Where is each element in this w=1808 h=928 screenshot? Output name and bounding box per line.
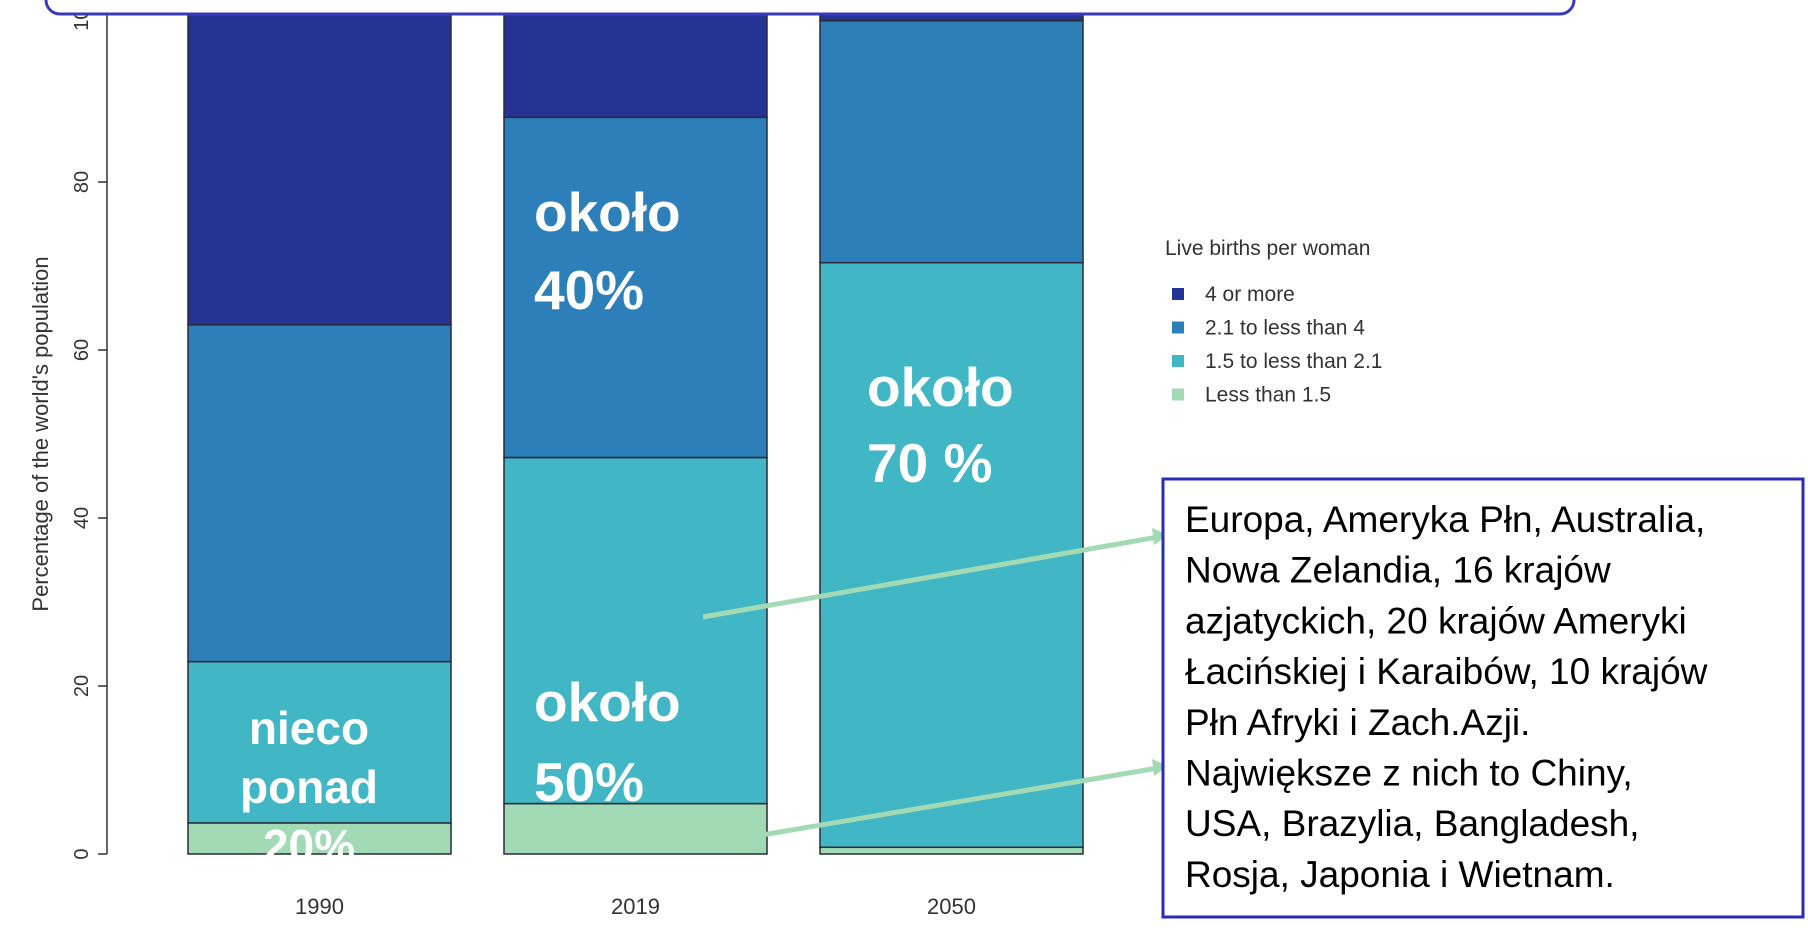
annotation: około bbox=[534, 671, 681, 733]
y-axis-label: Percentage of the world's population bbox=[28, 256, 53, 611]
arrow-head bbox=[1152, 759, 1168, 776]
x-tick-label: 1990 bbox=[295, 894, 344, 919]
arrow-head bbox=[1152, 528, 1168, 545]
legend-swatch bbox=[1172, 288, 1184, 300]
legend-label: 1.5 to less than 2.1 bbox=[1205, 350, 1382, 373]
annotation: nieco bbox=[249, 702, 369, 754]
y-tick-label: 40 bbox=[71, 507, 93, 529]
legend-label: Less than 1.5 bbox=[1205, 384, 1331, 407]
legend-swatch bbox=[1172, 388, 1184, 401]
legend-label: 4 or more bbox=[1205, 283, 1295, 306]
bar-segment bbox=[187, 660, 452, 824]
note-text: Europa, Ameryka Płn, Australia, bbox=[1185, 499, 1705, 540]
arrow bbox=[702, 765, 1159, 848]
bar-segment bbox=[503, 116, 768, 459]
annotation: ponad bbox=[240, 761, 378, 813]
bar-segment bbox=[503, 13, 768, 119]
y-tick-label: 60 bbox=[71, 339, 93, 361]
legend-label: 2.1 to less than 4 bbox=[1205, 317, 1365, 340]
note-text: Rosja, Japonia i Wietnam. bbox=[1185, 854, 1615, 895]
y-tick-label: 20 bbox=[71, 675, 93, 697]
annotation: 50% bbox=[534, 751, 644, 813]
y-tick-label: 0 bbox=[71, 848, 93, 859]
annotation: 40% bbox=[534, 259, 644, 321]
legend-title: Live births per woman bbox=[1165, 237, 1370, 260]
x-tick-label: 2050 bbox=[927, 894, 976, 919]
note-text: Nowa Zelandia, 16 krajów bbox=[1185, 550, 1611, 591]
annotation: 20% bbox=[263, 820, 355, 872]
note-text: Łacińskiej i Karaibów, 10 krajów bbox=[1185, 651, 1708, 692]
note-box bbox=[1161, 477, 1805, 919]
bar-segment bbox=[187, 324, 452, 663]
bar-segment bbox=[819, 846, 1084, 855]
bar-segment bbox=[819, 19, 1084, 264]
annotation: około bbox=[534, 181, 681, 243]
legend-swatch bbox=[1172, 355, 1184, 367]
bar-segment bbox=[187, 13, 452, 326]
bar-segment bbox=[819, 261, 1084, 849]
note-text: USA, Brazylia, Bangladesh, bbox=[1185, 803, 1640, 844]
note-text: Płn Afryki i Zach.Azji. bbox=[1185, 702, 1530, 743]
arrow bbox=[702, 534, 1159, 620]
annotation: około bbox=[867, 356, 1014, 418]
bar-segment bbox=[503, 456, 768, 805]
note-text: Największe z nich to Chiny, bbox=[1185, 753, 1633, 794]
bar-segment bbox=[503, 802, 768, 855]
x-tick-label: 2019 bbox=[611, 894, 660, 919]
annotation: 70 % bbox=[867, 432, 992, 494]
legend-swatch bbox=[1172, 321, 1184, 334]
y-tick-label: 80 bbox=[71, 171, 93, 193]
top-banner bbox=[44, 0, 1576, 16]
note-text: azjatyckich, 20 krajów Ameryki bbox=[1185, 600, 1687, 641]
